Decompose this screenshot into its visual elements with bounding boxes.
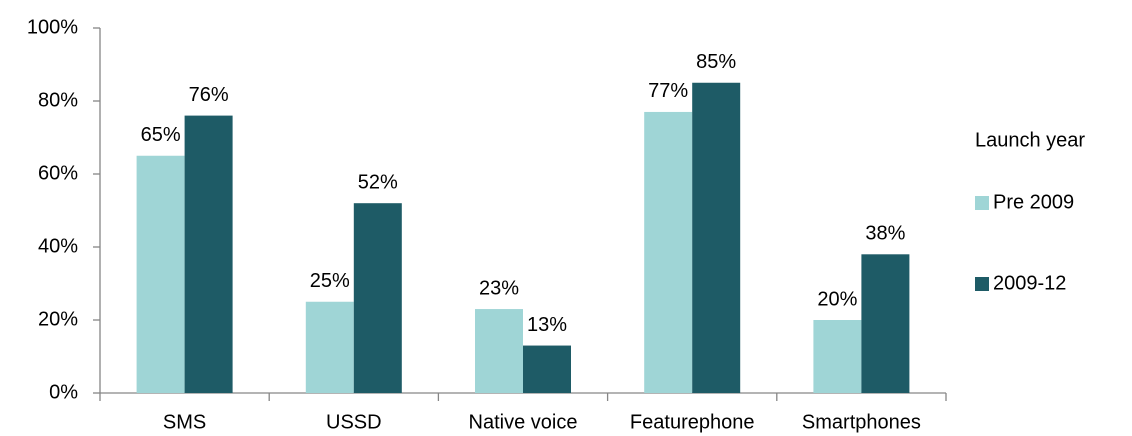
value-label: 25%: [310, 270, 350, 292]
value-label: 85%: [696, 51, 736, 73]
value-label: 38%: [865, 223, 905, 245]
bar: [644, 111, 693, 393]
bar: [861, 254, 910, 393]
bar: [813, 320, 862, 393]
bar: [305, 301, 354, 393]
x-tick-label: Smartphones: [802, 411, 921, 433]
y-tick-label: 40%: [38, 235, 78, 257]
bar: [523, 345, 571, 393]
legend-swatch: [975, 277, 989, 291]
bar: [475, 309, 523, 393]
x-tick-label: SMS: [163, 411, 206, 433]
legend-swatch: [975, 196, 989, 210]
legend-label: Pre 2009: [993, 191, 1074, 213]
y-tick-label: 0%: [49, 381, 78, 403]
legend-label: 2009-12: [993, 272, 1066, 294]
value-label: 65%: [141, 124, 181, 146]
y-tick-label: 100%: [27, 16, 78, 38]
x-tick-label: Featurephone: [630, 411, 755, 433]
x-tick-label: Native voice: [469, 411, 578, 433]
bar: [184, 115, 233, 393]
value-label: 23%: [479, 277, 519, 299]
bar: [692, 82, 741, 393]
y-tick-label: 20%: [38, 308, 78, 330]
value-label: 20%: [817, 288, 857, 310]
bar: [136, 155, 185, 393]
y-tick-label: 60%: [38, 162, 78, 184]
value-label: 13%: [527, 314, 567, 336]
y-tick-label: 80%: [38, 89, 78, 111]
value-label: 52%: [358, 171, 398, 193]
bar: [353, 203, 402, 393]
legend-title: Launch year: [975, 129, 1085, 151]
value-label: 77%: [648, 80, 688, 102]
x-tick-label: USSD: [326, 411, 382, 433]
value-label: 76%: [189, 84, 229, 106]
